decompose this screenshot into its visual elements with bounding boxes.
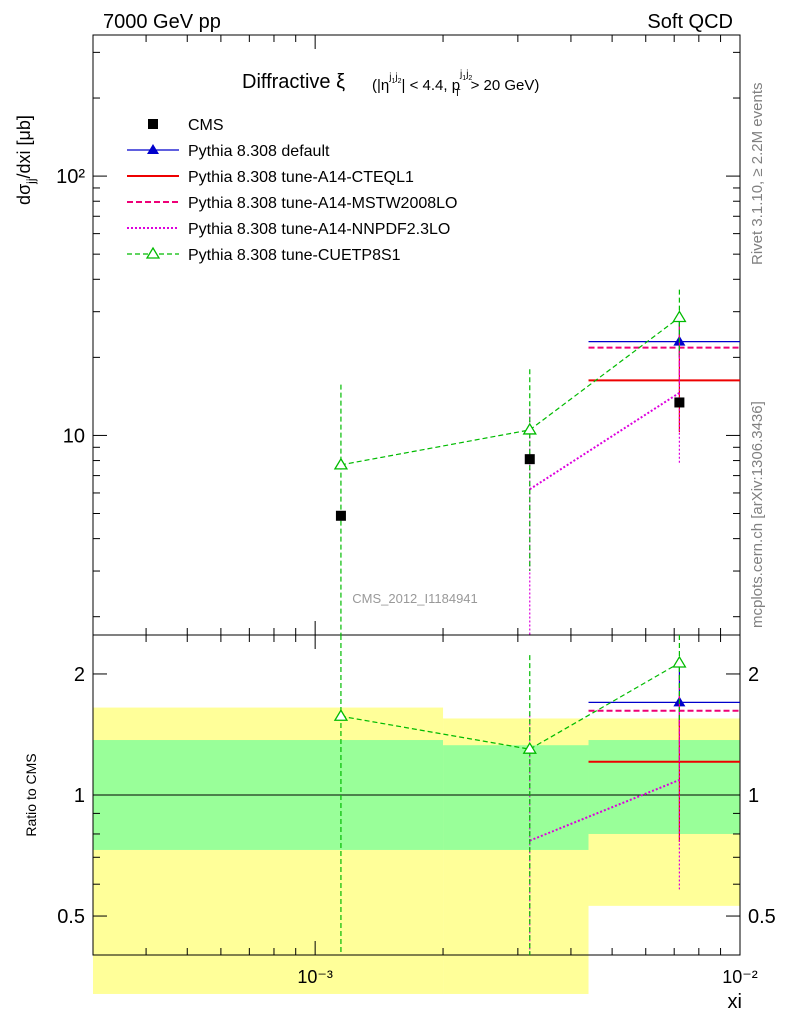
ratio-tick-label: 2 <box>74 664 85 686</box>
plot-title: Diffractive ξ (|ηj1j2| < 4.4, pj1j2 T > 2… <box>242 69 539 99</box>
ratio-bands <box>93 707 740 994</box>
plot-title-sub: (|ηj1j2| < 4.4, pj1j2 T > 20 GeV) <box>372 69 539 99</box>
cms-point <box>335 510 346 521</box>
plot-title-main: Diffractive ξ <box>242 71 345 93</box>
ratio-tick-label: 0.5 <box>57 906 85 928</box>
cuetp-point <box>672 310 687 323</box>
x-axis-label: xi <box>728 991 742 1013</box>
cuetp-ratio-line <box>340 662 680 750</box>
y-tick-label: 10² <box>56 166 85 188</box>
ratio-tick-label: 1 <box>748 785 759 807</box>
cuetp-ratio-point <box>672 655 687 668</box>
y-tick-label: 10 <box>63 425 85 447</box>
ratio-band-inner <box>443 745 589 850</box>
legend-cms-label: CMS <box>188 117 224 134</box>
nnpdf-line <box>529 391 680 491</box>
legend-cuetp-marker <box>145 246 161 259</box>
x-tick-label: 10⁻³ <box>297 967 333 987</box>
cuetp-point <box>333 457 349 470</box>
data-marks <box>333 289 740 955</box>
rivet-label: Rivet 3.1.10, ≥ 2.2M events <box>749 83 766 266</box>
x-tick-label: 10⁻² <box>722 967 758 987</box>
mcplots-label: mcplots.cern.ch [arXiv:1306.3436] <box>749 401 766 628</box>
legend-mstw-label: Pythia 8.308 tune-A14-MSTW2008LO <box>188 195 457 212</box>
cms-point <box>674 397 685 408</box>
legend-default-label: Pythia 8.308 default <box>188 143 330 160</box>
ratio-tick-label: 2 <box>748 664 759 686</box>
legend-cms-marker <box>148 119 158 129</box>
y-axis-label: dσjj/dxi [μb] <box>14 115 38 205</box>
cuetp-point <box>522 422 537 435</box>
ratio-tick-label: 0.5 <box>748 906 776 928</box>
cuetp-ratio-point <box>522 741 537 754</box>
watermark: CMS_2012_I1184941 <box>352 591 478 606</box>
header-right: Soft QCD <box>647 11 733 33</box>
axes: 10⁻³ 10⁻² 10 10² 0.5 0.5 1 1 2 2 <box>56 34 776 987</box>
ratio-tick-label: 1 <box>74 785 85 807</box>
header-left: 7000 GeV pp <box>103 11 221 33</box>
legend-default-marker <box>147 144 159 154</box>
nnpdf-ratio-line <box>529 779 680 842</box>
legend-nnpdf-label: Pythia 8.308 tune-A14-NNPDF2.3LO <box>188 221 450 238</box>
ratio-y-axis-label: Ratio to CMS <box>23 753 39 836</box>
cms-point <box>524 454 535 465</box>
cuetp-ratio-point <box>333 708 349 721</box>
legend-cuetp-label: Pythia 8.308 tune-CUETP8S1 <box>188 247 401 264</box>
legend: CMS Pythia 8.308 default Pythia 8.308 tune… <box>127 117 457 264</box>
legend-cteql1-label: Pythia 8.308 tune-A14-CTEQL1 <box>188 169 414 186</box>
cuetp-line <box>340 316 680 466</box>
